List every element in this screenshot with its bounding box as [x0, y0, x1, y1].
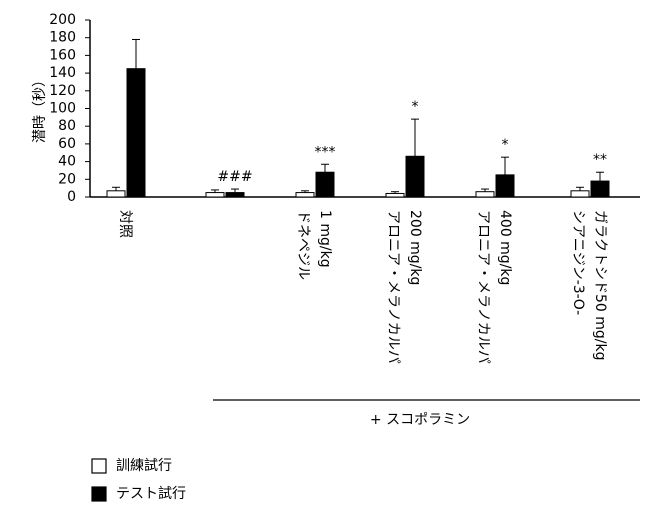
bar — [405, 155, 425, 198]
significance-label: ### — [217, 169, 252, 185]
x-tick-label: ドネペジル 1 mg/kg — [295, 210, 333, 280]
bar — [590, 180, 610, 198]
bar — [315, 171, 335, 198]
bar — [205, 192, 225, 198]
significance-label: * — [502, 137, 509, 153]
y-tick-label: 60 — [58, 136, 76, 152]
legend-label: 訓練試行 — [116, 458, 172, 474]
x-tick-label: シアニジン-3-O- ガラクトシド50 mg/kg — [570, 210, 608, 361]
x-tick-label: 対照 — [117, 210, 133, 238]
bar — [385, 192, 405, 198]
y-tick-label: 200 — [49, 12, 76, 28]
y-tick-label: 100 — [49, 101, 76, 117]
x-tick-label: アロニア・メラノカルパ 200 mg/kg — [385, 210, 423, 364]
bar — [475, 191, 495, 198]
x-tick-label: アロニア・メラノカルパ 400 mg/kg — [475, 210, 513, 364]
y-tick-label: 180 — [49, 30, 76, 46]
legend-label: テスト試行 — [116, 486, 186, 502]
bar — [570, 190, 590, 198]
y-axis-label: 潜時（秒） — [32, 73, 48, 143]
legend-swatch — [91, 486, 107, 502]
y-tick-label: 0 — [67, 189, 76, 205]
bar — [225, 192, 245, 198]
significance-label: * — [412, 99, 419, 115]
y-tick-label: 20 — [58, 171, 76, 187]
legend-swatch — [91, 458, 107, 474]
bar — [126, 68, 146, 198]
y-tick-label: 40 — [58, 154, 76, 170]
significance-label: *** — [315, 144, 336, 160]
y-tick-label: 160 — [49, 47, 76, 63]
bar — [495, 174, 515, 198]
y-tick-label: 140 — [49, 65, 76, 81]
significance-label: ** — [593, 152, 607, 168]
bar — [295, 192, 315, 198]
y-tick-label: 120 — [49, 83, 76, 99]
bar — [106, 190, 126, 198]
group-label: + スコポラミン — [370, 412, 470, 428]
y-tick-label: 80 — [58, 118, 76, 134]
